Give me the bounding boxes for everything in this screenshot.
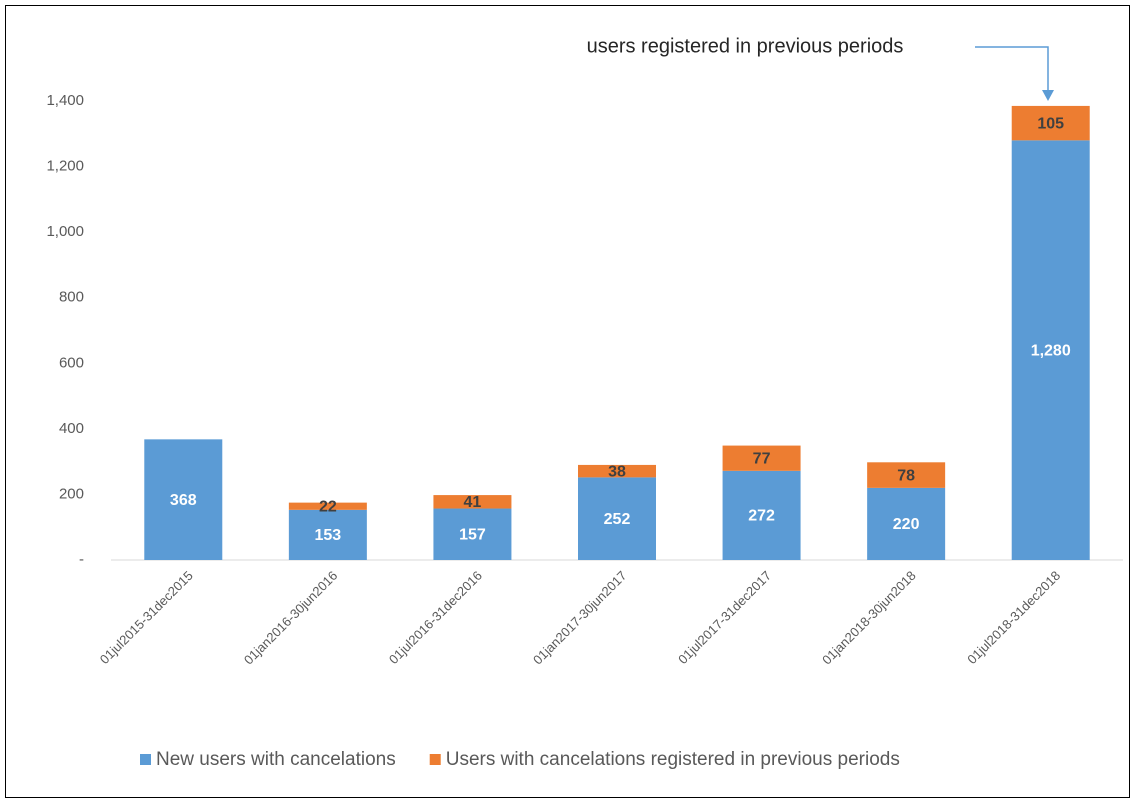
data-label: 1,280 [1031, 342, 1071, 359]
data-label: 368 [170, 492, 197, 509]
data-label: 153 [315, 527, 342, 544]
bar-segment [433, 508, 512, 560]
data-label: 22 [319, 498, 337, 515]
bar-segment [867, 487, 946, 560]
y-tick-label: 800 [59, 289, 84, 306]
data-label: 220 [893, 516, 920, 533]
y-tick-label: 1,400 [46, 92, 84, 109]
y-tick-label: - [79, 551, 84, 568]
y-tick-label: 600 [59, 354, 84, 371]
data-label: 272 [748, 508, 775, 525]
annotation-arrow [975, 46, 1049, 96]
bar-segment [1011, 105, 1090, 141]
data-label: 157 [459, 526, 486, 543]
bar-segment [578, 464, 656, 478]
legend-label: Users with cancelations registered in pr… [446, 749, 900, 770]
bar-segment [1011, 140, 1090, 561]
bar-segment [288, 509, 367, 560]
y-tick-label: 1,000 [46, 223, 84, 240]
bar-segment [867, 462, 946, 488]
data-label: 77 [753, 450, 771, 467]
legend-swatch [140, 754, 151, 765]
data-label: 38 [608, 463, 626, 480]
bar-segment [722, 470, 801, 560]
annotation: users registered in previous periods [587, 35, 904, 57]
bar-segment [578, 477, 656, 560]
data-label: 78 [897, 467, 915, 484]
y-tick-label: 400 [59, 420, 84, 437]
bar-segment [288, 502, 367, 510]
legend-label: New users with cancelations [156, 749, 396, 770]
y-tick-label: 200 [59, 485, 84, 502]
y-tick-label: 1,200 [46, 158, 84, 175]
data-label: 105 [1037, 115, 1064, 132]
arrow-head [1042, 90, 1054, 101]
bar-segment [722, 445, 801, 471]
chart-border [5, 5, 1130, 798]
legend-swatch [429, 754, 441, 765]
data-label: 252 [604, 511, 631, 528]
data-label: 41 [464, 494, 482, 511]
bar-segment [144, 439, 223, 560]
bar-segment [433, 495, 512, 509]
